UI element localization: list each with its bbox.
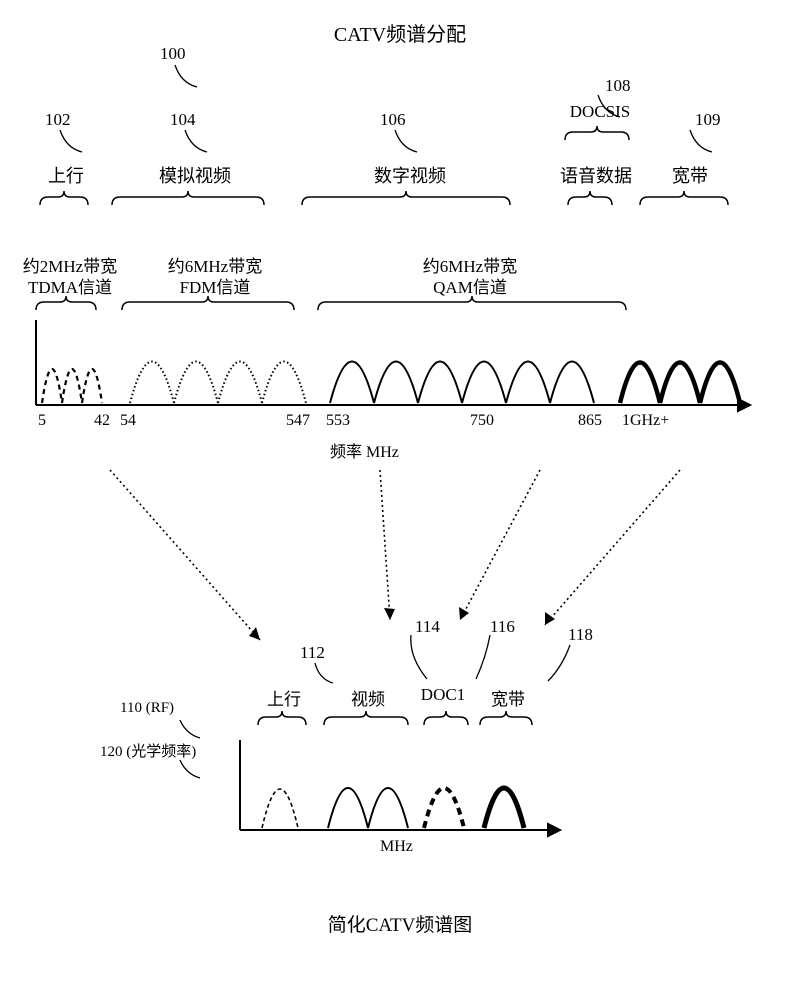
tdma-l2: TDMA信道 [10,273,130,298]
tick-865: 865 [578,412,602,430]
band-voice: 语音数据 [546,162,646,188]
ref-120: 120 (光学频率) [100,740,196,761]
title-bottom: 简化CATV频谱图 [290,910,510,937]
bottom-doc1: DOC1 [415,685,471,705]
tick-547: 547 [286,412,310,430]
ref-110: 110 (RF) [120,700,174,717]
ref-102: 102 [45,110,71,130]
qam-l2: QAM信道 [400,273,540,298]
fdm-l2: FDM信道 [150,273,280,298]
axis-label-bottom: MHz [380,838,413,856]
tick-553: 553 [326,412,350,430]
ref-104: 104 [170,110,196,130]
ref-116: 116 [490,617,515,637]
ref-112: 112 [300,643,325,663]
ref-108: 108 [605,76,631,96]
tick-42: 42 [94,412,110,430]
bottom-bb: 宽带 [480,685,536,710]
band-analog: 模拟视频 [140,162,250,188]
ref-114: 114 [415,617,440,637]
bottom-uplink: 上行 [256,685,312,710]
band-broadband: 宽带 [660,162,720,188]
ref-118: 118 [568,625,593,645]
docsis-label: DOCSIS [560,102,640,122]
tick-1g: 1GHz+ [622,412,669,430]
tick-5: 5 [38,412,46,430]
ref-109: 109 [695,110,721,130]
tick-750: 750 [470,412,494,430]
band-uplink: 上行 [36,162,96,188]
axis-label-top: 频率 MHz [330,438,399,462]
ref-106: 106 [380,110,406,130]
ref-100: 100 [160,44,186,64]
tick-54: 54 [120,412,136,430]
bottom-video: 视频 [340,685,396,710]
diagram-container: CATV频谱分配 [0,0,791,1000]
band-digital: 数字视频 [355,162,465,188]
